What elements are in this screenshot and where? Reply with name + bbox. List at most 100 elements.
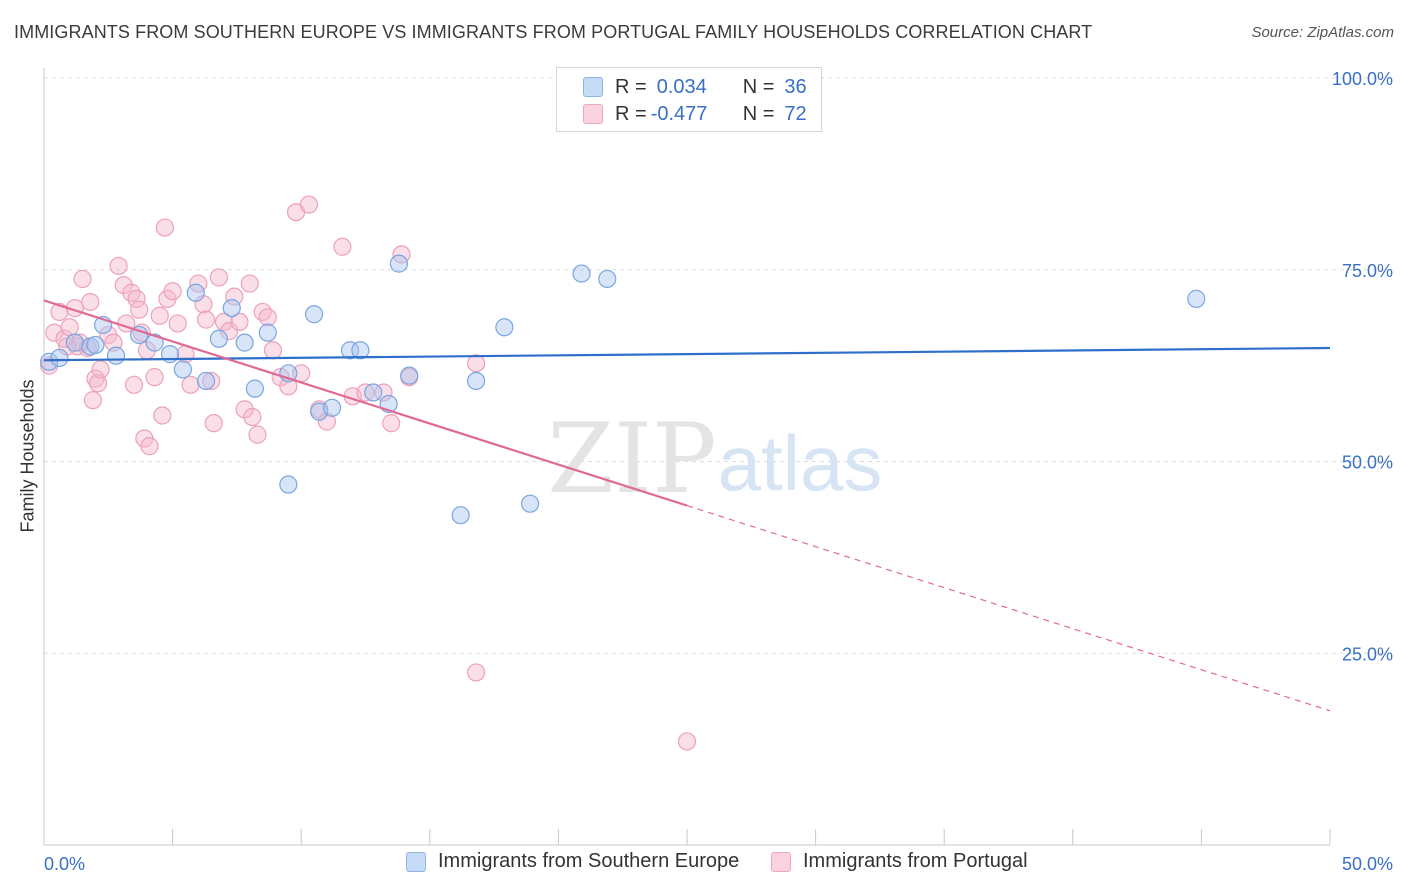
- point-portugal: [202, 371, 221, 391]
- watermark: ZIP atlas: [547, 403, 882, 515]
- x-tick-label: 0.0%: [44, 854, 85, 874]
- point-portugal: [81, 292, 100, 312]
- y-tick-label: 75.0%: [1342, 261, 1393, 281]
- point-portugal: [109, 256, 128, 276]
- point-portugal: [155, 218, 174, 237]
- x-tick-label: 50.0%: [1342, 854, 1393, 874]
- legend-row-pink: R = -0.477 N = 72: [583, 102, 807, 126]
- point-portugal: [225, 287, 244, 306]
- legend-label-portugal: Immigrants from Portugal: [803, 850, 1028, 872]
- point-southern-europe: [451, 506, 470, 525]
- point-southern-europe: [106, 346, 126, 365]
- point-southern-europe: [521, 494, 540, 513]
- y-tick-label: 50.0%: [1342, 453, 1393, 473]
- legend-swatch-blue: [583, 77, 603, 97]
- point-portugal: [181, 375, 200, 394]
- legend-swatch-pink: [583, 104, 603, 124]
- point-portugal: [204, 414, 223, 433]
- point-portugal: [163, 282, 182, 301]
- point-southern-europe: [222, 299, 241, 318]
- point-portugal: [127, 289, 146, 308]
- point-southern-europe: [258, 323, 277, 342]
- legend-r-value: -0.477: [650, 102, 708, 125]
- point-portugal: [230, 312, 249, 332]
- point-southern-europe: [279, 475, 298, 494]
- point-portugal: [248, 425, 267, 444]
- point-portugal: [466, 354, 486, 373]
- legend-item-southern-europe: Immigrants from Southern Europe: [406, 850, 739, 873]
- point-southern-europe: [130, 325, 149, 345]
- legend-n-label: N =: [742, 75, 775, 98]
- point-portugal: [145, 368, 164, 387]
- legend-r-label: R =: [615, 75, 647, 98]
- point-portugal: [258, 308, 277, 327]
- point-portugal: [677, 732, 697, 751]
- legend-n-label: N =: [742, 102, 775, 125]
- point-southern-europe: [40, 352, 59, 371]
- point-southern-europe: [466, 371, 486, 391]
- point-portugal: [235, 400, 254, 419]
- point-portugal: [150, 306, 169, 325]
- legend-r-value: 0.034: [656, 75, 707, 98]
- point-portugal: [374, 383, 393, 402]
- point-portugal: [83, 391, 102, 410]
- point-portugal: [299, 195, 319, 214]
- point-portugal: [130, 300, 149, 319]
- point-southern-europe: [322, 398, 342, 417]
- point-southern-europe: [186, 283, 205, 302]
- point-southern-europe: [173, 360, 192, 379]
- point-southern-europe: [235, 333, 254, 352]
- point-portugal: [88, 374, 108, 393]
- trend-lines: [43, 299, 1331, 712]
- point-portugal: [333, 237, 352, 256]
- legend-row-blue: R = 0.034 N = 36: [583, 75, 807, 99]
- legend-n-value: 36: [784, 75, 807, 98]
- point-portugal: [356, 383, 375, 402]
- stats-legend: R = 0.034 N = 36 R = -0.477 N = 72: [556, 67, 822, 132]
- point-portugal: [253, 302, 272, 322]
- chart-title: IMMIGRANTS FROM SOUTHERN EUROPE VS IMMIG…: [14, 22, 1093, 42]
- point-southern-europe: [495, 318, 514, 337]
- point-southern-europe: [400, 366, 419, 385]
- point-southern-europe: [572, 264, 591, 283]
- point-southern-europe: [65, 333, 84, 352]
- point-portugal: [317, 412, 337, 431]
- trend-line-southern-europe: [43, 346, 1331, 362]
- point-southern-europe: [86, 335, 105, 355]
- point-southern-europe: [364, 383, 383, 402]
- point-southern-europe: [389, 254, 409, 273]
- point-portugal: [40, 356, 59, 375]
- point-portugal: [60, 318, 79, 337]
- watermark-atlas: atlas: [718, 419, 883, 507]
- point-portugal: [263, 341, 283, 360]
- point-southern-europe: [1187, 289, 1206, 308]
- legend-r-label: R =: [615, 102, 647, 125]
- point-southern-europe: [598, 269, 617, 289]
- point-portugal: [243, 407, 262, 427]
- point-portugal: [153, 406, 172, 425]
- point-portugal: [214, 312, 234, 332]
- point-southern-europe: [245, 379, 265, 398]
- point-portugal: [209, 268, 228, 287]
- point-portugal: [466, 663, 486, 682]
- point-portugal: [114, 275, 133, 295]
- point-portugal: [196, 310, 216, 329]
- point-southern-europe: [145, 333, 164, 352]
- legend-label-southern-europe: Immigrants from Southern Europe: [438, 850, 740, 872]
- point-portugal: [91, 360, 110, 379]
- point-southern-europe: [196, 371, 216, 391]
- legend-swatch-pink: [771, 851, 791, 872]
- point-portugal: [220, 322, 239, 341]
- data-points: [40, 195, 1206, 751]
- legend-swatch-blue: [406, 851, 426, 872]
- point-portugal: [240, 274, 259, 293]
- y-tick-label: 25.0%: [1342, 644, 1393, 664]
- point-southern-europe: [209, 329, 228, 348]
- legend-n-value: 72: [784, 102, 807, 125]
- trend-line-portugal: [43, 299, 688, 507]
- watermark-zip: ZIP: [547, 403, 716, 515]
- trend-line-portugal-extrapolated: [686, 505, 1331, 712]
- source-label: Source: ZipAtlas.com: [1251, 24, 1394, 41]
- point-portugal: [73, 269, 92, 289]
